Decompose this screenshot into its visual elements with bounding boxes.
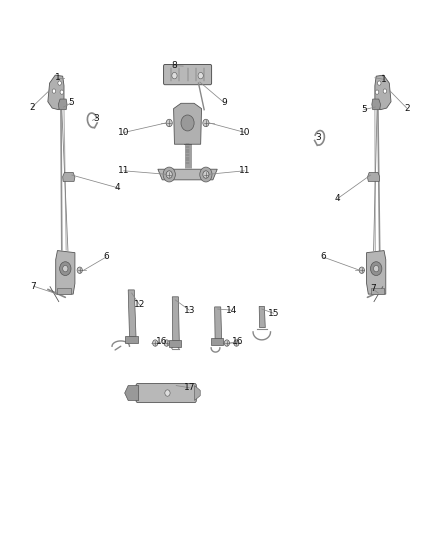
Text: 10: 10: [118, 128, 130, 137]
Polygon shape: [259, 306, 265, 328]
Circle shape: [58, 81, 61, 85]
Text: 14: 14: [226, 305, 237, 314]
Circle shape: [359, 267, 364, 273]
Polygon shape: [63, 172, 75, 181]
Polygon shape: [211, 338, 223, 345]
Text: 12: 12: [134, 300, 145, 309]
Circle shape: [383, 89, 387, 93]
Text: 6: 6: [320, 253, 326, 261]
Circle shape: [224, 340, 230, 346]
Text: 16: 16: [232, 337, 243, 346]
Circle shape: [200, 167, 212, 182]
Polygon shape: [172, 297, 179, 341]
Circle shape: [152, 340, 158, 346]
Text: 11: 11: [118, 166, 130, 175]
Circle shape: [166, 171, 172, 178]
Circle shape: [203, 119, 209, 127]
Circle shape: [375, 90, 379, 94]
Circle shape: [378, 81, 381, 85]
Polygon shape: [56, 251, 75, 294]
Polygon shape: [375, 75, 391, 110]
Text: 2: 2: [29, 102, 35, 111]
Polygon shape: [215, 307, 222, 339]
Text: 17: 17: [184, 383, 195, 392]
Text: 3: 3: [316, 133, 321, 142]
Polygon shape: [169, 340, 181, 347]
Circle shape: [181, 115, 194, 131]
Polygon shape: [125, 336, 138, 343]
Circle shape: [203, 171, 209, 178]
Polygon shape: [128, 290, 136, 337]
Circle shape: [52, 89, 56, 93]
Text: 7: 7: [31, 281, 36, 290]
Polygon shape: [125, 385, 139, 400]
Polygon shape: [194, 385, 200, 400]
Text: 5: 5: [361, 105, 367, 114]
Circle shape: [163, 167, 175, 182]
Text: 1: 1: [381, 75, 387, 84]
Text: 15: 15: [268, 309, 279, 318]
Text: 4: 4: [335, 194, 341, 203]
Circle shape: [172, 72, 177, 79]
Circle shape: [77, 267, 82, 273]
Circle shape: [374, 265, 379, 272]
Polygon shape: [367, 251, 386, 294]
Circle shape: [234, 340, 239, 346]
Text: 16: 16: [155, 337, 167, 346]
Polygon shape: [57, 288, 71, 294]
FancyBboxPatch shape: [163, 64, 212, 85]
Polygon shape: [371, 288, 384, 294]
Polygon shape: [158, 169, 217, 180]
Polygon shape: [173, 103, 201, 144]
Circle shape: [198, 72, 203, 79]
Text: 13: 13: [184, 305, 195, 314]
Text: 3: 3: [93, 114, 99, 123]
Circle shape: [60, 90, 64, 94]
Polygon shape: [58, 99, 67, 110]
Text: 9: 9: [221, 98, 227, 107]
Text: 6: 6: [103, 253, 109, 261]
Circle shape: [63, 265, 68, 272]
FancyBboxPatch shape: [136, 383, 196, 402]
Text: 1: 1: [55, 73, 60, 82]
Circle shape: [371, 262, 382, 276]
Text: 2: 2: [404, 103, 410, 112]
Polygon shape: [367, 172, 380, 181]
Circle shape: [164, 340, 169, 346]
Polygon shape: [372, 99, 381, 110]
Text: 8: 8: [172, 61, 177, 70]
Text: 5: 5: [69, 98, 74, 107]
Polygon shape: [48, 75, 64, 110]
Text: 11: 11: [239, 166, 250, 175]
Text: 4: 4: [115, 183, 120, 192]
Text: 7: 7: [370, 284, 375, 293]
Text: 10: 10: [240, 128, 251, 137]
Circle shape: [166, 119, 172, 127]
Circle shape: [165, 390, 170, 396]
Circle shape: [60, 262, 71, 276]
